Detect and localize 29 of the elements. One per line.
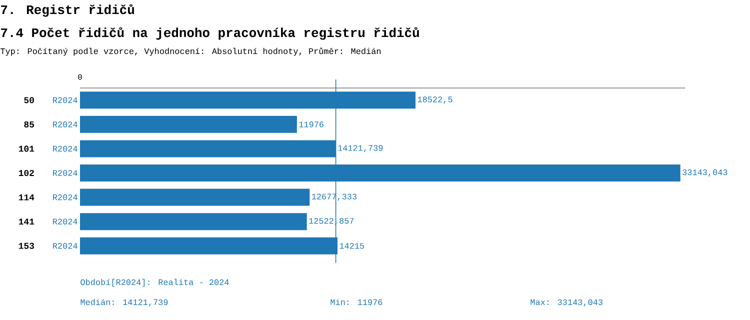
text: Medián: 14121,739: [80, 298, 168, 306]
text: R2024: [53, 242, 78, 249]
series-label: R2024: [53, 97, 78, 104]
data-label: 11976: [299, 122, 324, 128]
bar: [80, 188, 310, 206]
y-tick-label: 85: [24, 121, 34, 128]
data-label: 14121,739: [338, 145, 383, 152]
text: R2024: [53, 170, 78, 176]
bar: [80, 213, 307, 230]
text: R2024: [53, 194, 78, 200]
text: R2024: [53, 146, 78, 152]
y-tick-label: 101: [18, 146, 34, 152]
data-label: 14215: [340, 242, 364, 249]
text: R2024: [53, 218, 78, 224]
text: Typ: Počítaný podle vzorce, Vyhodnocení: Absolutní hodnoty, Průměr: Medián: [0, 48, 381, 56]
chart-title: 7. Registr řidičů: [1, 4, 134, 17]
text: Max: 33143,043: [530, 299, 602, 306]
text: Min: 11976: [330, 298, 382, 306]
data-label: 18522,5: [418, 96, 452, 104]
bar: [80, 116, 297, 133]
y-tick-label: 141: [18, 218, 34, 225]
y-tick-label: 102: [18, 170, 34, 176]
data-label: 33143,043: [682, 169, 728, 177]
chart-subtitle: 7.4 Počet řidičů na jednoho pracovníka registru řidičů: [1, 27, 419, 40]
y-tick-label: 50: [24, 97, 34, 104]
y-tick-label: 114: [18, 194, 34, 200]
text: R2024: [53, 122, 78, 128]
text: Období[R2024]: Realita - 2024: [80, 278, 229, 287]
y-tick-label: 153: [18, 242, 34, 249]
